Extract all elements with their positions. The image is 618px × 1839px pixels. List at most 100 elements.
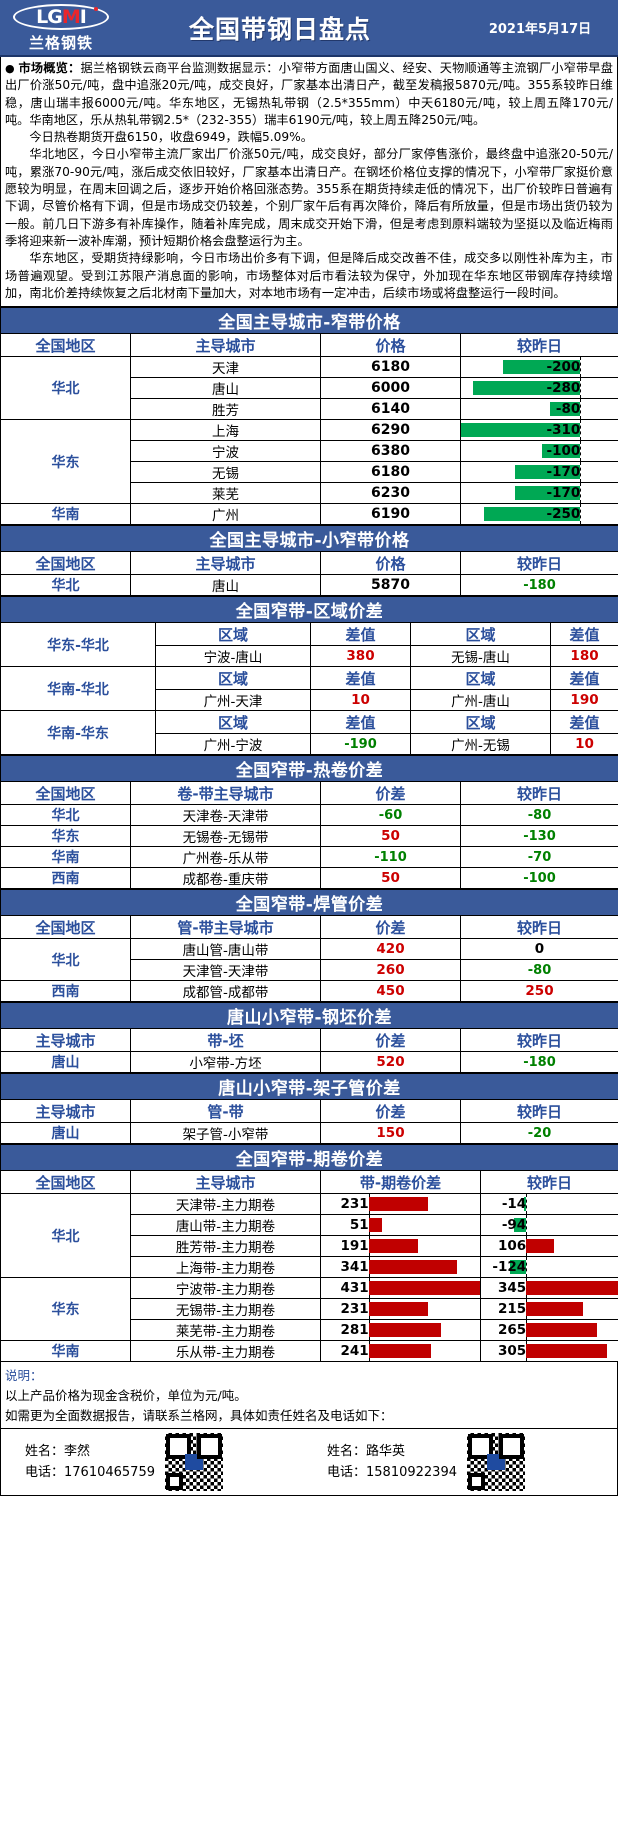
city-label: 唐山管-唐山带	[130, 938, 321, 961]
city-label: 莱芜带-主力期卷	[130, 1319, 321, 1342]
logo-letters-lg: LG	[36, 6, 63, 28]
data-bar	[549, 402, 581, 417]
spread-subheader-1-3: 差值	[549, 666, 618, 691]
table-row: 唐山 6000 -280	[1, 377, 618, 400]
data-bar	[368, 1260, 457, 1275]
overview-paragraph-4: 华东地区，受期货持绿影响，今日市场出价多有下调，但是降后成交改善不佳，成交多以刚…	[5, 251, 613, 300]
change-bar-cell: -170	[460, 461, 618, 484]
price-value: 6000	[320, 377, 461, 400]
price-value: 6230	[320, 482, 461, 505]
contact-2-text: 姓名：路华英 电话：15810922394	[309, 1441, 457, 1483]
city-label: 胜芳带-主力期卷	[130, 1235, 321, 1258]
data-bar	[526, 1281, 618, 1296]
city-label: 唐山带-主力期卷	[130, 1214, 321, 1237]
qr-code-icon-2[interactable]	[466, 1433, 525, 1492]
change-bar-cell: -280	[460, 377, 618, 400]
section-national-narrow-price: 全国主导城市-窄带价格 全国地区 主导城市 价格 较昨日 华北 天津 6180 -200 唐山 60…	[0, 307, 618, 526]
change-value: -20	[460, 1122, 618, 1145]
table-row: 天津管-天津带 260 -80	[1, 959, 618, 982]
price-value: 6190	[320, 503, 461, 526]
note-line-1: 以上产品价格为现金含税价，单位为元/吨。	[5, 1388, 247, 1404]
data-tables: 全国主导城市-窄带价格 全国地区 主导城市 价格 较昨日 华北 天津 6180 -200 唐山 60…	[0, 307, 618, 1363]
section-title-tangshan-scaffoldpipe-spread: 唐山小窄带-架子管价差	[0, 1073, 618, 1101]
note-line-2: 如需更为全面数据报告，请联系兰格网，具体如责任姓名及电话如下：	[5, 1408, 393, 1424]
spread-subheader-0-2: 区域	[410, 622, 551, 647]
price-value: 6180	[320, 356, 461, 379]
data-bar	[368, 1197, 429, 1212]
table-row: 华北 天津卷-天津带 -60 -80	[0, 804, 618, 827]
city-label: 小窄带-方坯	[130, 1051, 321, 1074]
column-header-row: 主导城市 带-坯 价差 较昨日	[0, 1028, 618, 1053]
change-value: -80	[460, 804, 618, 827]
column-header-tangshan-billet-spread-1: 带-坯	[130, 1028, 321, 1053]
data-bar-label: 265	[498, 1322, 527, 1339]
table-row: 华东 宁波带-主力期卷 431 345	[0, 1277, 618, 1342]
qr-code-icon-1[interactable]	[164, 1433, 223, 1492]
section-title-row: 全国主导城市-窄带价格	[0, 307, 618, 335]
spread-value-b: 10	[549, 733, 618, 756]
column-header-national-narrow-price-3: 较昨日	[460, 333, 618, 358]
change-bar-cell: -250	[460, 503, 618, 526]
spread-pair-b: 广州-唐山	[410, 689, 551, 712]
column-header-row: 全国地区 主导城市 价格 较昨日	[0, 333, 618, 358]
column-header-tangshan-billet-spread-2: 价差	[320, 1028, 461, 1053]
change-bar-cell: -94	[480, 1214, 618, 1237]
city-label: 唐山	[130, 377, 321, 400]
data-bar	[541, 444, 581, 459]
change-value: -100	[460, 867, 618, 890]
contact-1-text: 姓名：李然 电话：17610465759	[7, 1441, 155, 1483]
data-bar-label: -124	[492, 1259, 527, 1276]
data-bar-label: -80	[555, 401, 581, 418]
data-bar	[368, 1281, 480, 1296]
spread-subheader-1-2: 区域	[410, 666, 551, 691]
spread-bar-cell: 191	[320, 1235, 481, 1258]
contact-1: 姓名：李然 电话：17610465759	[7, 1433, 309, 1492]
spread-bar-cell: 431	[320, 1277, 481, 1300]
overview-paragraph-1: ● 市场概览：据兰格钢铁云商平台监测数据显示：小窄带方面唐山国义、经安、天物顺通…	[5, 60, 613, 129]
change-bar-cell: 106	[480, 1235, 618, 1258]
region-label: 华南-华东	[0, 710, 156, 756]
data-bar-label: -250	[546, 506, 581, 523]
data-bar	[368, 1239, 418, 1254]
logo-letters-g: M	[61, 6, 81, 28]
spread-value-row: 广州-宁波 -190 广州-无锡 10	[1, 733, 618, 756]
table-row: 华北 唐山 5870 -180	[0, 574, 618, 597]
data-bar-label: 241	[340, 1343, 369, 1360]
table-row: 上海带-主力期卷 341 -124	[1, 1256, 618, 1279]
data-bar	[514, 465, 581, 480]
logo-mark: LG M I	[13, 4, 109, 30]
data-bar	[514, 486, 581, 501]
data-bar-label: -100	[546, 443, 581, 460]
data-bar	[461, 423, 581, 438]
spread-pair-a: 广州-天津	[155, 689, 311, 712]
column-header-national-small-narrow-price-3: 较昨日	[460, 551, 618, 576]
table-row: 华南 广州卷-乐从带 -110 -70	[0, 846, 618, 869]
city-label: 天津	[130, 356, 321, 379]
city-label: 莱芜	[130, 482, 321, 505]
data-bar	[524, 1197, 527, 1212]
price-value: 6140	[320, 398, 461, 421]
spread-value: 420	[320, 938, 461, 961]
column-header-national-narrow-price-2: 价格	[320, 333, 461, 358]
overview-label: 市场概览：	[18, 61, 81, 75]
spread-subheader-1-1: 差值	[310, 666, 411, 691]
page-title: 全国带钢日盘点	[188, 14, 371, 44]
city-label: 无锡卷-无锡带	[130, 825, 321, 848]
table-row: 无锡 6180 -170	[1, 461, 618, 484]
column-header-row: 全国地区 主导城市 带-期卷价差 较昨日	[0, 1170, 618, 1195]
spread-value: 260	[320, 959, 461, 982]
change-bar-cell: -310	[460, 419, 618, 442]
spread-value-a: 380	[310, 645, 411, 668]
column-header-futures-spread-1: 主导城市	[130, 1170, 321, 1195]
column-header-tangshan-scaffoldpipe-spread-1: 管-带	[130, 1099, 321, 1124]
table-row: 西南 成都管-成都带 450 250	[0, 980, 618, 1003]
section-title-weldpipe-spread: 全国窄带-焊管价差	[0, 889, 618, 917]
section-title-hotcoil-spread: 全国窄带-热卷价差	[0, 755, 618, 783]
region-label: 华南	[0, 846, 131, 869]
spread-pair-b: 无锡-唐山	[410, 645, 551, 668]
data-bar-label: 191	[340, 1238, 369, 1255]
spread-bar-cell: 281	[320, 1319, 481, 1342]
spread-value-b: 180	[549, 645, 618, 668]
spread-subheader-1-0: 区域	[155, 666, 311, 691]
column-header-weldpipe-spread-1: 管-带主导城市	[130, 915, 321, 940]
